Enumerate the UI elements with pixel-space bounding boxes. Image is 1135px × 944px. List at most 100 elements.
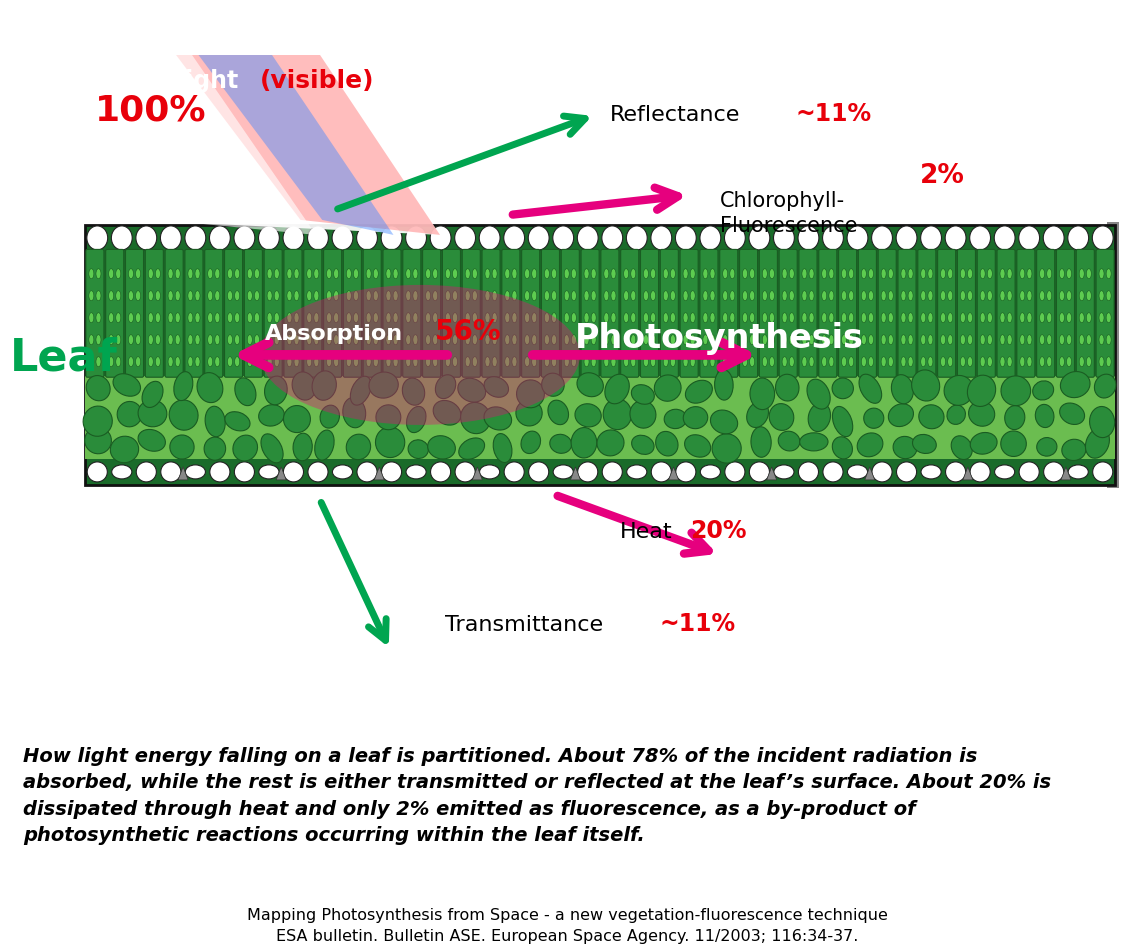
Ellipse shape	[545, 313, 549, 324]
Ellipse shape	[413, 292, 418, 301]
Ellipse shape	[611, 269, 616, 279]
Ellipse shape	[1079, 335, 1084, 346]
Ellipse shape	[135, 313, 141, 324]
Ellipse shape	[822, 313, 826, 324]
Ellipse shape	[683, 313, 688, 324]
Ellipse shape	[188, 313, 193, 324]
Ellipse shape	[376, 428, 405, 458]
Ellipse shape	[967, 292, 973, 301]
Polygon shape	[571, 467, 580, 480]
Ellipse shape	[306, 358, 312, 367]
Ellipse shape	[1046, 292, 1052, 301]
Ellipse shape	[683, 292, 688, 301]
Ellipse shape	[1067, 335, 1071, 346]
Ellipse shape	[353, 292, 359, 301]
Ellipse shape	[135, 292, 141, 301]
Ellipse shape	[802, 335, 807, 346]
Ellipse shape	[690, 292, 696, 301]
Ellipse shape	[591, 335, 596, 346]
Ellipse shape	[1046, 335, 1052, 346]
Ellipse shape	[585, 358, 589, 367]
Ellipse shape	[623, 358, 629, 367]
Ellipse shape	[1060, 372, 1090, 398]
Ellipse shape	[386, 313, 390, 324]
Text: Absorption: Absorption	[264, 324, 403, 344]
FancyBboxPatch shape	[85, 226, 1115, 485]
Ellipse shape	[346, 335, 352, 346]
Text: 56%: 56%	[435, 317, 502, 346]
Ellipse shape	[405, 292, 411, 301]
Ellipse shape	[1027, 358, 1032, 367]
Ellipse shape	[1085, 429, 1109, 459]
Ellipse shape	[822, 269, 826, 279]
Ellipse shape	[575, 404, 602, 428]
Ellipse shape	[829, 313, 834, 324]
Ellipse shape	[552, 335, 556, 346]
Ellipse shape	[841, 292, 847, 301]
Ellipse shape	[632, 436, 654, 455]
Ellipse shape	[1035, 405, 1054, 428]
Ellipse shape	[479, 227, 501, 251]
Ellipse shape	[832, 437, 852, 460]
Text: Incident light: Incident light	[60, 69, 238, 93]
Ellipse shape	[571, 335, 577, 346]
Ellipse shape	[994, 227, 1015, 251]
Ellipse shape	[872, 227, 892, 251]
Ellipse shape	[188, 358, 193, 367]
Ellipse shape	[116, 335, 120, 346]
Ellipse shape	[373, 292, 378, 301]
Ellipse shape	[409, 440, 428, 459]
Ellipse shape	[284, 463, 303, 482]
Ellipse shape	[663, 292, 669, 301]
FancyBboxPatch shape	[165, 250, 183, 378]
Ellipse shape	[512, 313, 516, 324]
Ellipse shape	[908, 358, 913, 367]
Polygon shape	[472, 467, 482, 480]
Ellipse shape	[1046, 313, 1052, 324]
Ellipse shape	[703, 358, 708, 367]
Ellipse shape	[135, 358, 141, 367]
Ellipse shape	[197, 373, 222, 403]
Ellipse shape	[548, 401, 569, 425]
Text: ~11%: ~11%	[794, 102, 872, 126]
Ellipse shape	[405, 313, 411, 324]
Ellipse shape	[686, 380, 713, 404]
Ellipse shape	[294, 269, 299, 279]
Ellipse shape	[128, 358, 134, 367]
Ellipse shape	[683, 358, 688, 367]
Ellipse shape	[742, 335, 748, 346]
Ellipse shape	[1044, 463, 1063, 482]
Ellipse shape	[604, 269, 608, 279]
Ellipse shape	[611, 292, 616, 301]
FancyBboxPatch shape	[1096, 250, 1115, 378]
Ellipse shape	[1079, 358, 1084, 367]
Ellipse shape	[247, 313, 252, 324]
Ellipse shape	[857, 433, 883, 457]
Text: Leaf: Leaf	[10, 337, 118, 379]
Ellipse shape	[227, 269, 233, 279]
FancyBboxPatch shape	[1057, 250, 1075, 378]
Ellipse shape	[493, 269, 497, 279]
Ellipse shape	[919, 405, 944, 430]
Ellipse shape	[188, 269, 193, 279]
Ellipse shape	[1068, 227, 1088, 251]
Ellipse shape	[948, 358, 952, 367]
Polygon shape	[669, 467, 679, 480]
Ellipse shape	[841, 269, 847, 279]
Ellipse shape	[967, 358, 973, 367]
Ellipse shape	[723, 292, 728, 301]
Ellipse shape	[227, 313, 233, 324]
Ellipse shape	[109, 292, 114, 301]
Ellipse shape	[96, 335, 101, 346]
Ellipse shape	[267, 292, 272, 301]
Ellipse shape	[763, 313, 767, 324]
Ellipse shape	[1059, 335, 1065, 346]
Ellipse shape	[944, 376, 974, 406]
Ellipse shape	[849, 313, 854, 324]
Ellipse shape	[770, 269, 774, 279]
Ellipse shape	[671, 292, 675, 301]
Ellipse shape	[343, 398, 365, 429]
Ellipse shape	[1040, 335, 1044, 346]
Ellipse shape	[314, 335, 319, 346]
Ellipse shape	[703, 335, 708, 346]
